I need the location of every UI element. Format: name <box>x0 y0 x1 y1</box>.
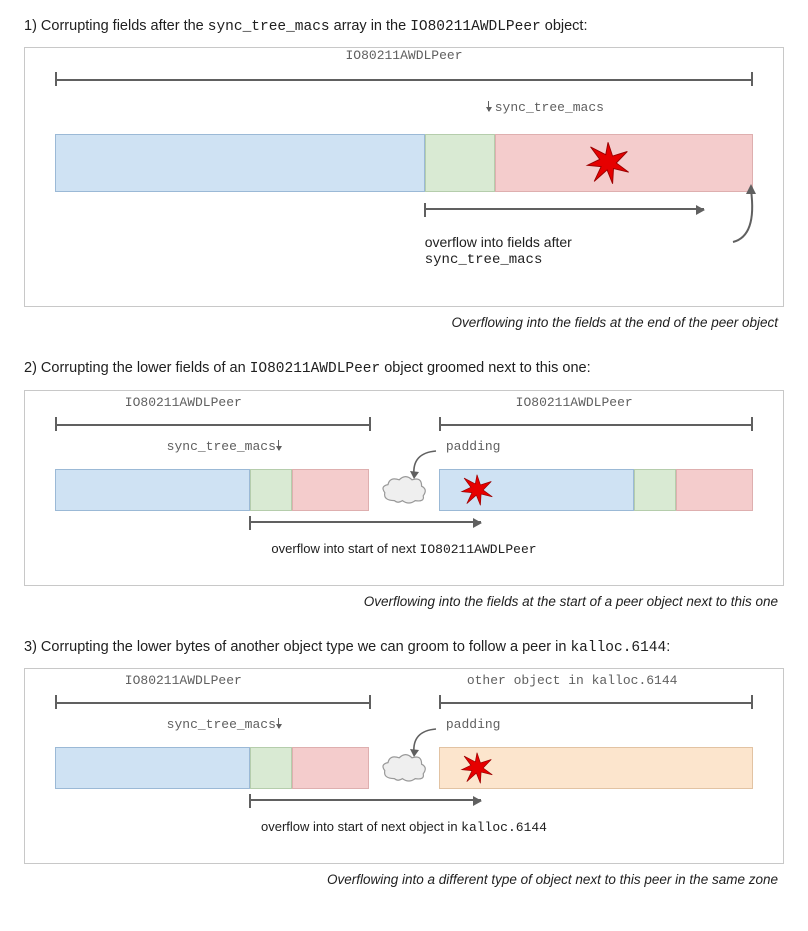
span-right-3: other object in kalloc.6144 <box>467 673 678 688</box>
overflow-arrow <box>425 208 704 210</box>
bar-1 <box>55 134 753 192</box>
burst-icon <box>460 751 494 785</box>
code-sync: sync_tree_macs <box>208 19 330 35</box>
span-left-3: IO80211AWDLPeer <box>125 673 242 688</box>
code-peer: IO80211AWDLPeer <box>410 19 541 35</box>
anno-sync-2: sync_tree_macs <box>167 439 276 454</box>
span-label-peer: IO80211AWDLPeer <box>345 48 462 63</box>
heading-num: 3) <box>24 639 37 655</box>
heading-3: 3) Corrupting the lower bytes of another… <box>24 637 784 658</box>
anno-padding-2: padding <box>446 439 501 454</box>
bar-2 <box>55 469 753 511</box>
figure-2: IO80211AWDLPeer IO80211AWDLPeer sync_tre… <box>24 390 784 586</box>
seg-blue <box>55 134 425 192</box>
overflow-arrow-2 <box>250 521 480 523</box>
overflow-arrow-3 <box>250 799 480 801</box>
section-3: 3) Corrupting the lower bytes of another… <box>24 637 784 887</box>
span-bar-2 <box>55 415 753 433</box>
anno-padding-3: padding <box>446 717 501 732</box>
section-1: 1) Corrupting fields after the sync_tree… <box>24 16 784 330</box>
heading-2: 2) Corrupting the lower fields of an IO8… <box>24 358 784 379</box>
anno-sync: sync_tree_macs <box>495 100 604 115</box>
section-2: 2) Corrupting the lower fields of an IO8… <box>24 358 784 608</box>
bar-3 <box>55 747 753 789</box>
burst-icon <box>460 473 494 507</box>
caption-1: Overflowing into the fields at the end o… <box>24 315 784 330</box>
overflow-text-2: overflow into start of next IO80211AWDLP… <box>25 541 783 557</box>
seg-green <box>425 134 495 192</box>
span-bar <box>55 70 753 88</box>
heading-1: 1) Corrupting fields after the sync_tree… <box>24 16 784 37</box>
heading-num: 2) <box>24 360 37 376</box>
span-bar-3 <box>55 693 753 711</box>
heading-num: 1) <box>24 18 37 34</box>
figure-3: IO80211AWDLPeer other object in kalloc.6… <box>24 668 784 864</box>
caption-3: Overflowing into a different type of obj… <box>24 872 784 887</box>
curve-arrow <box>723 178 763 248</box>
burst-icon <box>585 140 631 186</box>
span-left: IO80211AWDLPeer <box>125 395 242 410</box>
overflow-text-3: overflow into start of next object in ka… <box>25 819 783 835</box>
anno-sync-3: sync_tree_macs <box>167 717 276 732</box>
figure-1: IO80211AWDLPeer sync_tree_macs <box>24 47 784 307</box>
overflow-text: overflow into fields after sync_tree_mac… <box>425 234 572 268</box>
span-right: IO80211AWDLPeer <box>516 395 633 410</box>
padding-curve <box>404 447 444 481</box>
padding-curve-3 <box>404 725 444 759</box>
caption-2: Overflowing into the fields at the start… <box>24 594 784 609</box>
